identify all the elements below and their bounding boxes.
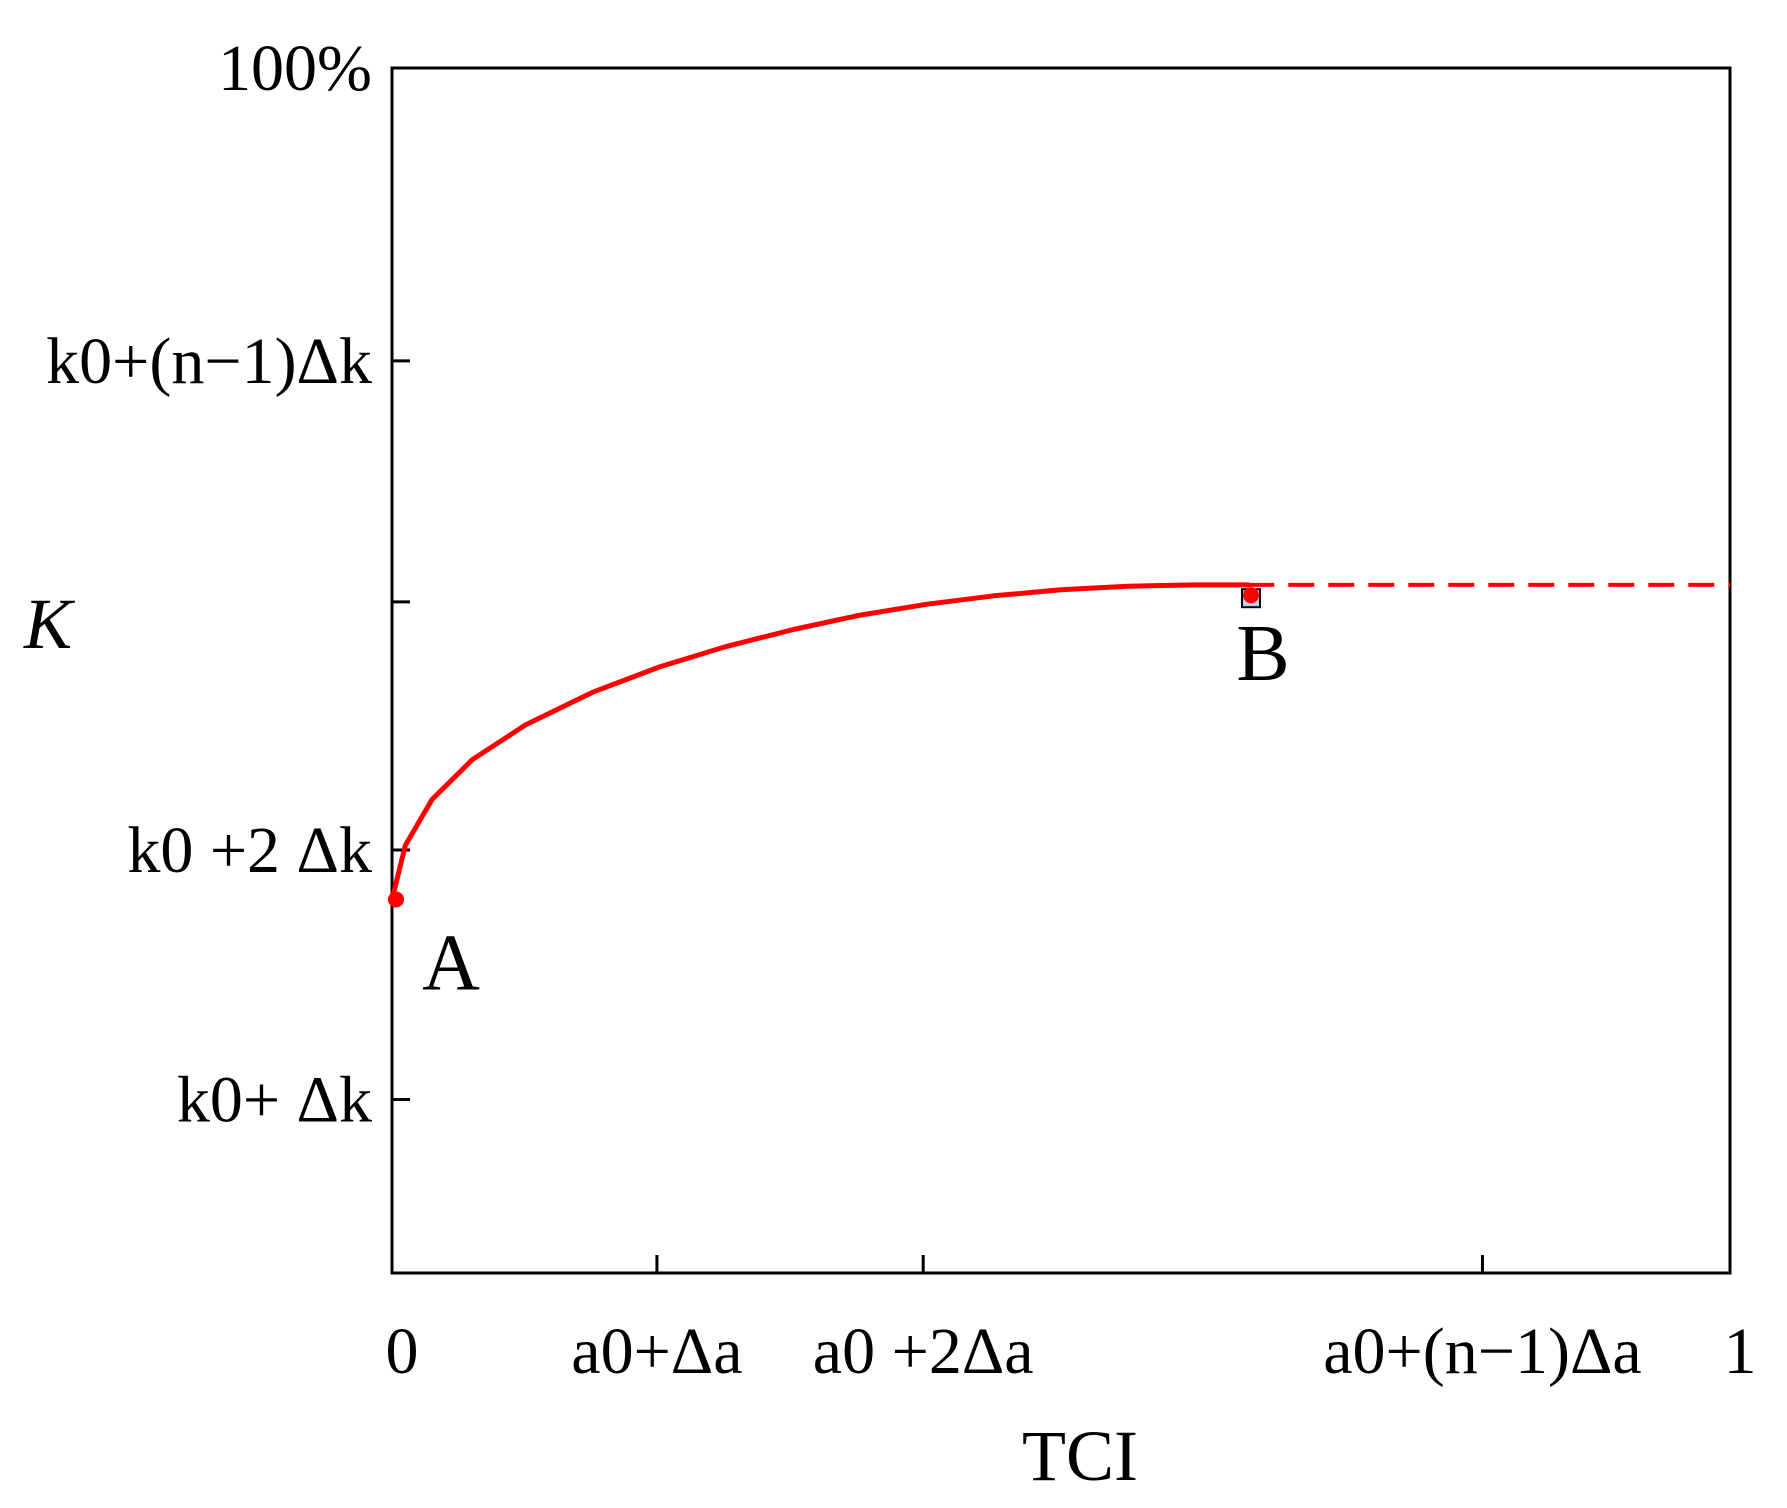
x-tick-label: a0+(n−1)Δa bbox=[1323, 1315, 1641, 1388]
x-tick-label: a0+Δa bbox=[571, 1315, 742, 1388]
x-axis-ticks: 0 a0+Δa a0 +2Δa a0+(n−1)Δa 1 bbox=[386, 1255, 1757, 1388]
y-tick-label: k0+(n−1)Δk bbox=[46, 325, 372, 398]
x-tick-label: 0 bbox=[386, 1315, 419, 1388]
point-b-label: B bbox=[1236, 610, 1289, 698]
y-axis-ticks: 100% k0+(n−1)Δk k0 +2 Δk k0+ Δk bbox=[46, 32, 410, 1136]
points-layer: AB bbox=[388, 587, 1290, 1007]
x-tick-label: a0 +2Δa bbox=[813, 1315, 1034, 1388]
y-axis-label: K bbox=[23, 584, 76, 664]
point-a-marker bbox=[388, 891, 405, 908]
x-tick-label: 1 bbox=[1724, 1315, 1757, 1388]
x-axis-label: TCI bbox=[1022, 1416, 1138, 1496]
y-tick-label: k0+ Δk bbox=[177, 1063, 372, 1136]
point-b-marker bbox=[1242, 587, 1259, 604]
y-tick-label: k0 +2 Δk bbox=[127, 814, 372, 887]
series-line-solid bbox=[389, 582, 1251, 902]
series-layer bbox=[389, 582, 1730, 902]
point-a-label: A bbox=[422, 919, 480, 1007]
y-tick-label: 100% bbox=[218, 32, 372, 105]
plot-frame bbox=[390, 66, 1732, 1275]
